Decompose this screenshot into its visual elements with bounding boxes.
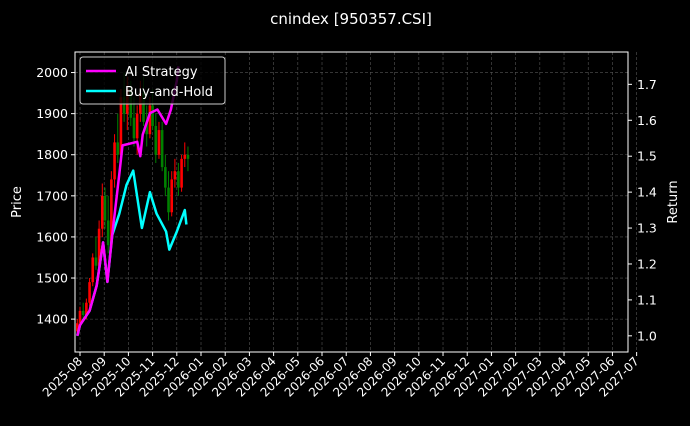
candle-body	[122, 97, 126, 114]
candle-body	[78, 310, 82, 324]
y-left-tick-label: 1800	[36, 147, 68, 162]
y-right-tick-label: 1.3	[637, 221, 657, 236]
buy-and-hold-line	[76, 169, 188, 337]
candle-body	[148, 105, 152, 135]
candle-body	[88, 282, 91, 303]
candle-body	[106, 220, 110, 246]
candle-body	[170, 179, 174, 213]
candle-body	[154, 125, 158, 155]
legend-label-bh: Buy-and-Hold	[125, 85, 213, 100]
candle-body	[177, 171, 180, 188]
y-right-tick-label: 1.4	[637, 185, 657, 200]
lines	[76, 66, 188, 337]
candle-body	[97, 228, 101, 266]
candle-body	[100, 195, 104, 229]
candle-body	[116, 142, 120, 155]
y-right-tick-label: 1.6	[637, 113, 657, 128]
candle-body	[91, 257, 95, 283]
y-right-tick-label: 1.5	[637, 149, 657, 164]
y-right-tick-label: 1.7	[637, 77, 657, 92]
candle-body	[160, 130, 164, 168]
candle-body	[180, 158, 183, 188]
y-left-tick-label: 1400	[36, 312, 68, 327]
candle-body	[110, 179, 113, 246]
candle-body	[142, 93, 145, 122]
legend-label-ai: AI Strategy	[125, 65, 198, 80]
y-left-tick-label: 1500	[36, 271, 68, 286]
candle-body	[94, 257, 98, 266]
chart-title: cnindex [950357.CSI]	[270, 10, 432, 28]
plot-frame	[74, 51, 629, 353]
y-right-tick-label: 1.0	[637, 328, 657, 343]
candle-body	[135, 113, 139, 139]
candle-body	[81, 310, 85, 316]
candle-body	[85, 302, 88, 316]
legend: AI Strategy Buy-and-Hold	[79, 56, 226, 105]
candle-body	[145, 121, 149, 135]
y-left-tick-label: 1900	[36, 106, 68, 121]
y-right-tick-label: 1.2	[637, 256, 657, 271]
candles	[75, 72, 190, 336]
candle-body	[151, 105, 154, 126]
candle-body	[119, 97, 123, 155]
candle-body	[183, 154, 187, 159]
y-right-tick-label: 1.1	[637, 292, 657, 307]
candle-body	[173, 171, 177, 180]
candle-body	[103, 195, 107, 221]
y-left-tick-label: 1700	[36, 188, 68, 203]
candle-body	[186, 154, 190, 159]
candle-body	[75, 323, 79, 332]
candle-body	[113, 142, 116, 180]
candle-body	[167, 187, 170, 213]
ai-strategy-line	[76, 66, 180, 337]
candle-body	[132, 117, 136, 139]
candle-body	[157, 130, 161, 155]
y-axis-left-label: Price	[10, 186, 25, 218]
y-left-tick-label: 1600	[36, 229, 68, 244]
y-left-tick-label: 2000	[36, 65, 68, 80]
y-axis-right-label: Return	[666, 180, 681, 223]
candle-body	[164, 167, 167, 188]
